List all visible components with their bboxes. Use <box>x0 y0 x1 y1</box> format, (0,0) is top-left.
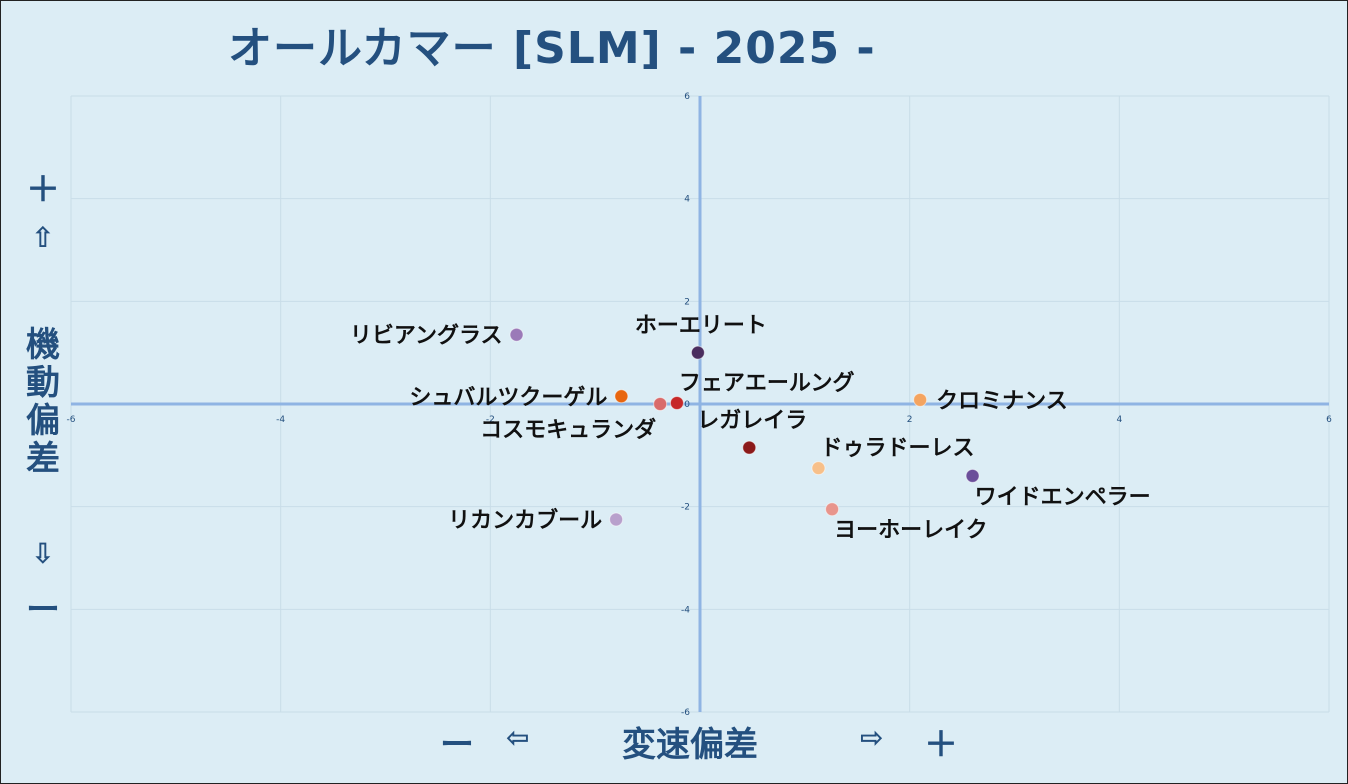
y-tick-label: 2 <box>684 297 690 307</box>
data-point <box>653 397 668 411</box>
point-label: クロミナンス <box>936 389 1068 414</box>
x-axis-side-labels: ー ⇦ 変速偏差 ⇨ ＋ <box>440 717 980 767</box>
x-tick-label: 6 <box>1326 415 1332 425</box>
x-tick-label: -6 <box>67 415 76 425</box>
y-tick-label: -4 <box>681 605 690 615</box>
y-tick-label: -6 <box>681 708 690 718</box>
data-point <box>614 389 629 404</box>
data-point <box>811 461 826 476</box>
point-label: ワイドエンペラー <box>975 485 1151 510</box>
right-arrow-icon: ⇨ <box>860 721 884 754</box>
tick-labels: -6 -4 -2 2 4 6 6 4 2 0 -2 -4 -6 <box>67 92 1333 718</box>
chart-title: オールカマー [SLM] - 2025 - <box>228 23 876 74</box>
point-label: リビアングラス <box>350 323 503 349</box>
data-point <box>825 502 840 517</box>
x-plus-sign: ＋ <box>924 725 958 765</box>
data-point <box>742 440 757 455</box>
point-labels: リビアングラス ホーエリートシュバルツクーゲルコスモキュランダフェアエールングクロ… <box>350 314 1151 544</box>
y-axis-title: 機動偏差 <box>26 325 60 479</box>
data-point <box>669 395 684 410</box>
point-label: レガレイラ <box>697 409 807 434</box>
point-label: ホーエリート <box>635 314 767 339</box>
data-point <box>690 345 705 360</box>
down-arrow-icon: ⇩ <box>31 537 55 570</box>
y-axis-side-labels: ＋ ⇧ <box>18 170 68 258</box>
point-label: シュバルツクーゲル <box>409 385 607 410</box>
y-tick-label: 0 <box>684 400 690 410</box>
axes <box>71 96 1329 712</box>
y-tick-label: 6 <box>684 92 690 102</box>
y-plus-sign: ＋ <box>26 170 60 210</box>
point-label: リカンカブール <box>448 508 602 534</box>
y-axis-side-labels-bottom: ⇩ ー <box>18 534 68 630</box>
point-label: ヨーホーレイク <box>834 518 988 543</box>
left-arrow-icon: ⇦ <box>506 721 530 754</box>
point-label: フェアエールング <box>679 370 855 396</box>
data-point <box>913 392 928 407</box>
y-minus-sign: ー <box>26 590 60 630</box>
y-tick-label: 4 <box>684 195 690 205</box>
x-tick-label: 4 <box>1116 415 1122 425</box>
data-points <box>509 327 980 527</box>
x-tick-label: -4 <box>276 415 285 425</box>
x-axis-title: 変速偏差 <box>622 725 758 765</box>
data-point <box>965 468 980 483</box>
y-tick-label: -2 <box>681 503 690 513</box>
x-minus-sign: ー <box>440 725 474 765</box>
up-arrow-icon: ⇧ <box>31 221 55 254</box>
x-tick-label: 2 <box>907 415 913 425</box>
point-label: コスモキュランダ <box>480 417 656 443</box>
data-point <box>509 327 524 342</box>
point-label: ドゥラドーレス <box>820 436 974 461</box>
x-tick-label: -2 <box>486 415 495 425</box>
data-point <box>609 512 624 527</box>
